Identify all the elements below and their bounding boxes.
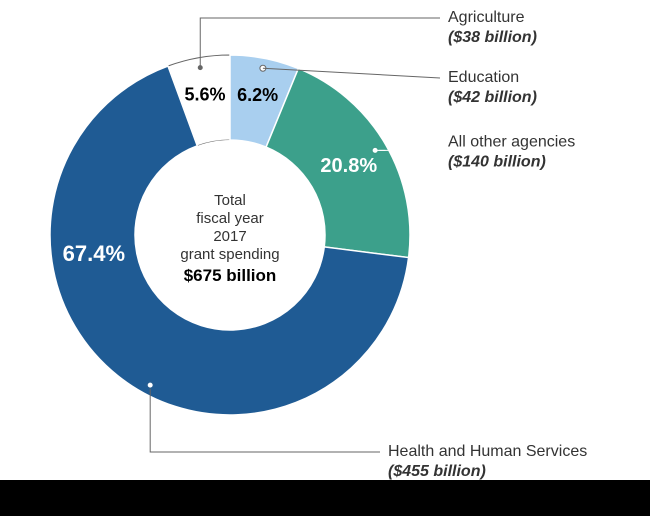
hhs-label-line-2: ($455 billion)	[388, 463, 486, 480]
agriculture-label-line-1: Agriculture	[448, 9, 525, 26]
pct-education: 6.2%	[237, 85, 278, 105]
footer-bar	[0, 480, 650, 516]
center-text-line-1: Total	[214, 192, 246, 209]
pct-hhs: 67.4%	[63, 241, 125, 266]
pct-other: 20.8%	[320, 155, 377, 177]
education-label-line-1: Education	[448, 69, 519, 86]
center-text-line-5: $675 billion	[184, 266, 277, 285]
donut-chart: 67.4% 5.6% 6.2% 20.8% Totalfiscal year2017gr…	[0, 0, 650, 516]
education-label-line-2: ($42 billion)	[448, 89, 537, 106]
center-text-line-4: grant spending	[180, 246, 279, 263]
agriculture-label-line-2: ($38 billion)	[448, 29, 537, 46]
center-text-line-3: 2017	[213, 228, 246, 245]
hhs-label-line-1: Health and Human Services	[388, 443, 587, 460]
center-text-line-2: fiscal year	[196, 210, 264, 227]
other-label-line-2: ($140 billion)	[448, 153, 546, 170]
other-label-line-1: All other agencies	[448, 133, 575, 150]
pct-agriculture: 5.6%	[185, 85, 226, 105]
